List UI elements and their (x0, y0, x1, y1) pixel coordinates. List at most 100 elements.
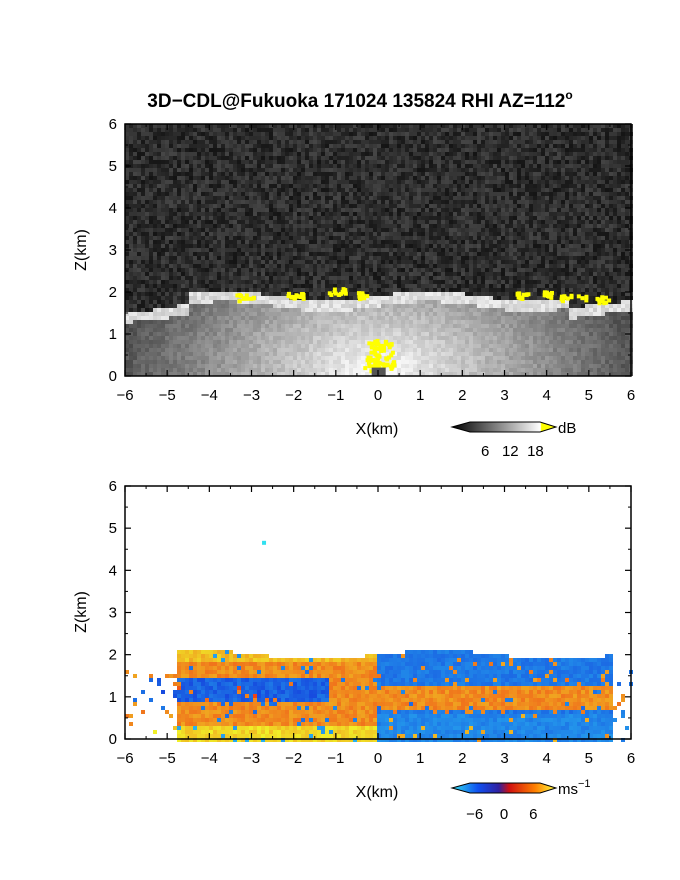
snr-cell (313, 164, 317, 168)
snr-cell (273, 208, 277, 212)
snr-cell (529, 136, 533, 140)
snr-cell (301, 264, 305, 268)
snr-cell (281, 180, 285, 184)
snr-cell (201, 132, 205, 136)
snr-cell (449, 196, 453, 200)
snr-cell (441, 264, 445, 268)
snr-cell (489, 276, 493, 280)
snr-cell (397, 152, 401, 156)
snr-cell (569, 276, 573, 280)
snr-cell (225, 256, 229, 260)
snr-cell (545, 136, 549, 140)
snr-cell (253, 180, 257, 184)
snr-cell (493, 248, 497, 252)
snr-cell (161, 204, 165, 208)
snr-cell (461, 196, 465, 200)
snr-cell (177, 144, 181, 148)
snr-cell (281, 176, 285, 180)
snr-cell (457, 228, 461, 232)
snr-cell (461, 180, 465, 184)
snr-cell (417, 264, 421, 268)
snr-cell (557, 276, 561, 280)
snr-cell (221, 208, 225, 212)
snr-cell (301, 136, 305, 140)
snr-cell (237, 248, 241, 252)
snr-cell (449, 128, 453, 132)
snr-cell (601, 176, 605, 180)
snr-cell (225, 268, 229, 272)
snr-cell (505, 188, 509, 192)
snr-cell (365, 264, 369, 268)
snr-cell (521, 252, 525, 256)
snr-cell (525, 124, 529, 128)
snr-cell (489, 220, 493, 224)
snr-cell (609, 168, 613, 172)
snr-cell (177, 200, 181, 204)
snr-cell (545, 236, 549, 240)
snr-cell (253, 176, 257, 180)
snr-cell (357, 276, 361, 280)
snr-cell (513, 124, 517, 128)
snr-cell (549, 244, 553, 248)
snr-cell (321, 152, 325, 156)
snr-cell (333, 228, 337, 232)
snr-cell (573, 204, 577, 208)
snr-cell (309, 160, 313, 164)
snr-cell (189, 244, 193, 248)
snr-cell (141, 160, 145, 164)
snr-cell (341, 168, 345, 172)
snr-cell (189, 264, 193, 268)
snr-cell (385, 148, 389, 152)
snr-cell (429, 220, 433, 224)
snr-cell (473, 124, 477, 128)
snr-cell (349, 232, 353, 236)
snr-cell (505, 244, 509, 248)
snr-cell (181, 160, 185, 164)
snr-cell (377, 268, 381, 272)
snr-cell (585, 240, 589, 244)
snr-cell (133, 192, 137, 196)
snr-cell (513, 140, 517, 144)
snr-cell (377, 188, 381, 192)
snr-cell (513, 236, 517, 240)
snr-cell (625, 192, 629, 196)
snr-cell (141, 144, 145, 148)
snr-cell (297, 220, 301, 224)
snr-cell (617, 240, 621, 244)
snr-cell (213, 236, 217, 240)
snr-cell (337, 272, 341, 276)
snr-cell (441, 132, 445, 136)
snr-cell (481, 212, 485, 216)
snr-cell (497, 196, 501, 200)
snr-cell (173, 276, 177, 280)
snr-cell (537, 252, 541, 256)
snr-cell (369, 216, 373, 220)
snr-cell (597, 236, 601, 240)
snr-cell (185, 220, 189, 224)
snr-cell (261, 200, 265, 204)
snr-cell (401, 196, 405, 200)
snr-cell (489, 236, 493, 240)
snr-cell (253, 276, 257, 280)
snr-cell (361, 228, 365, 232)
snr-cell (273, 176, 277, 180)
snr-cell (269, 140, 273, 144)
snr-cell (369, 152, 373, 156)
snr-cell (613, 256, 617, 260)
snr-cell (561, 132, 565, 136)
snr-cell (301, 240, 305, 244)
snr-cell (545, 148, 549, 152)
snr-cell (325, 152, 329, 156)
snr-cell (161, 208, 165, 212)
snr-cell (193, 180, 197, 184)
snr-cell (293, 268, 297, 272)
snr-cell (349, 248, 353, 252)
snr-cell (385, 192, 389, 196)
snr-cell (493, 180, 497, 184)
snr-cell (389, 176, 393, 180)
snr-cell (205, 208, 209, 212)
snr-cell (625, 156, 629, 160)
snr-cell (445, 124, 449, 128)
snr-cell (129, 172, 133, 176)
snr-cell (401, 276, 405, 280)
